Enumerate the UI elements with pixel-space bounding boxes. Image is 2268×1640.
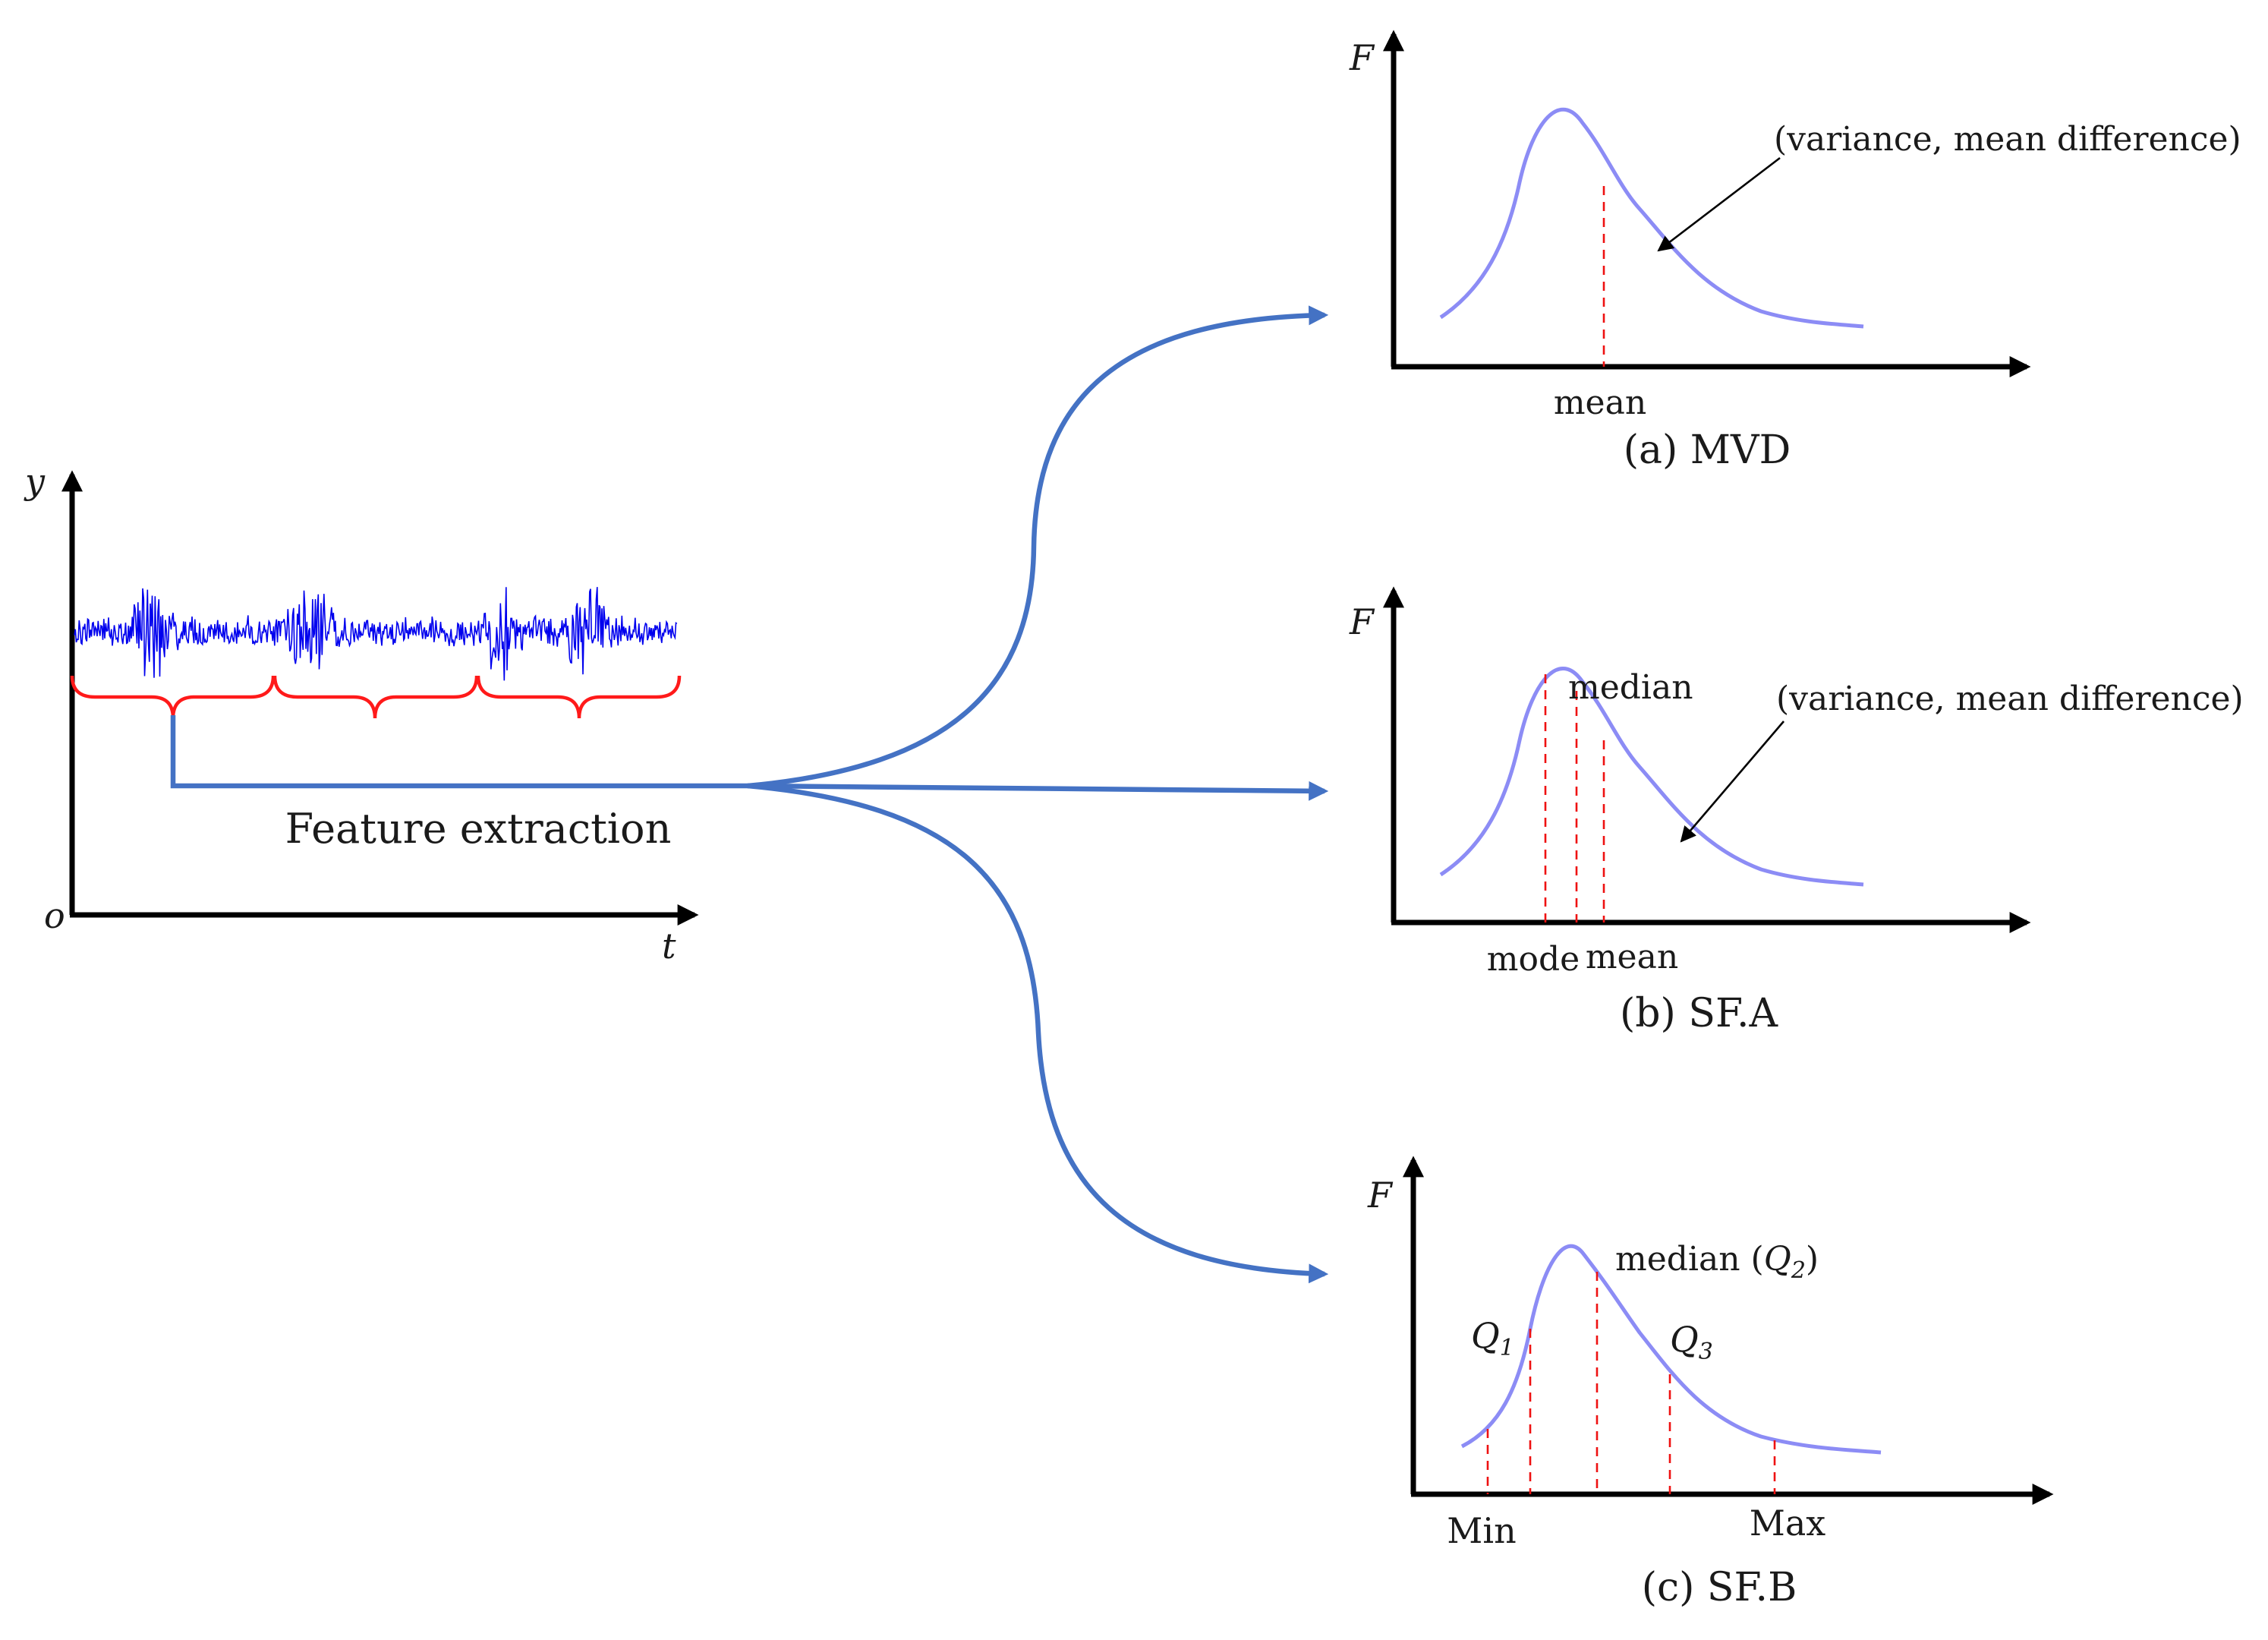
window-brace-1 <box>70 675 276 719</box>
sfb-min-label: Min <box>1447 1510 1516 1551</box>
sfb-y-label: F <box>1367 1175 1394 1216</box>
ts-y-label: y <box>24 461 46 502</box>
window-brace-2 <box>272 675 479 719</box>
noisy-signal <box>74 587 678 681</box>
sfb-distribution-curve <box>1460 1244 1882 1455</box>
panel-mvd: F (variance, mean difference) mean (a) M… <box>1349 30 2241 473</box>
flow-arrow-to-mvd <box>747 305 1329 789</box>
sfb-caption: (c) SF.B <box>1642 1565 1797 1610</box>
time-series-panel: y o t Feature extraction <box>24 461 748 967</box>
mvd-caption: (a) MVD <box>1624 427 1791 473</box>
feature-extraction-label: Feature extraction <box>285 805 672 853</box>
sfa-mode-label: mode <box>1487 940 1580 979</box>
window-brace-3 <box>476 675 682 719</box>
flow-arrow-to-sfa <box>747 781 1329 801</box>
window-braces <box>70 675 682 719</box>
sfb-q1-label: Q1 <box>1471 1315 1514 1361</box>
sfa-mean-label: mean <box>1586 938 1678 976</box>
panel-sfa: F median (variance, mean difference) mod… <box>1349 586 2244 1036</box>
sfa-annotation: (variance, mean difference) <box>1776 680 2244 718</box>
ts-origin-label: o <box>44 895 65 936</box>
ts-x-label: t <box>662 926 676 967</box>
sfb-median-q2-label: median (Q2) <box>1615 1240 1819 1284</box>
flow-arrow-to-sfb <box>747 783 1329 1284</box>
mvd-y-label: F <box>1349 37 1375 78</box>
feature-extraction-connector <box>170 715 748 789</box>
sfa-y-label: F <box>1349 601 1375 642</box>
mvd-distribution-curve <box>1439 107 1864 329</box>
sfa-distribution-curve <box>1439 666 1864 887</box>
sfa-median-label: median <box>1568 668 1693 707</box>
panel-sfb: F Q1 median (Q2) Q3 Min Max (c) SF.B <box>1367 1156 2054 1610</box>
mvd-annotation: (variance, mean difference) <box>1774 120 2241 159</box>
sfa-annotation-arrow <box>1680 721 1784 843</box>
sfb-q3-label: Q3 <box>1670 1319 1713 1365</box>
mvd-mean-label: mean <box>1554 383 1646 422</box>
sfb-max-label: Max <box>1750 1503 1826 1544</box>
mvd-annotation-arrow <box>1657 156 1781 252</box>
sfa-caption: (b) SF.A <box>1620 991 1779 1036</box>
flow-arrows <box>747 305 1329 1284</box>
